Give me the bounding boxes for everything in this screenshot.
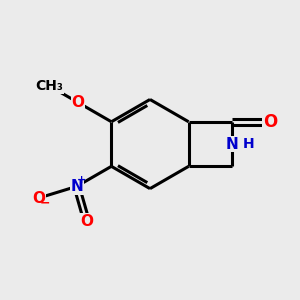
Text: H: H <box>243 137 255 151</box>
Text: N: N <box>70 179 83 194</box>
Text: −: − <box>40 197 50 210</box>
Text: +: + <box>77 176 86 185</box>
Text: O: O <box>71 95 84 110</box>
Text: O: O <box>80 214 93 229</box>
Text: O: O <box>263 113 278 131</box>
Text: N: N <box>225 136 238 152</box>
Text: CH₃: CH₃ <box>36 79 64 93</box>
Text: O: O <box>32 190 45 206</box>
